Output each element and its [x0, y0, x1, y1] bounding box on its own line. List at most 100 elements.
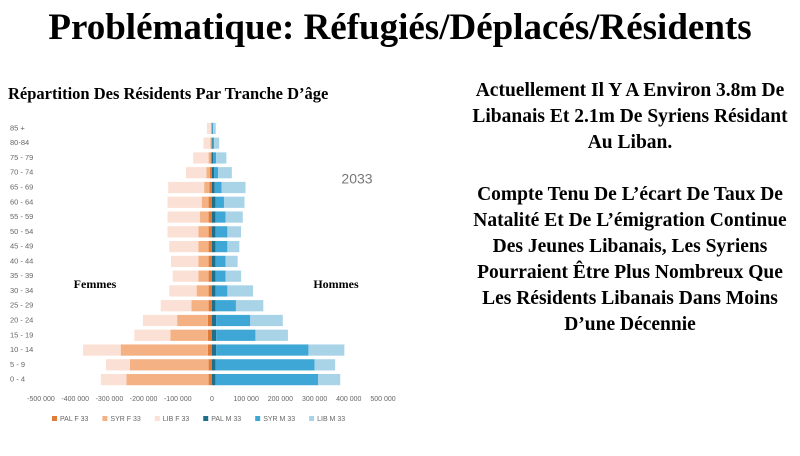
bar-segment	[83, 344, 121, 356]
legend-label: PAL F 33	[60, 416, 89, 423]
legend-swatch	[255, 416, 261, 421]
bar-segment	[169, 285, 197, 297]
bar-segment	[214, 137, 220, 149]
bar-segment	[172, 270, 199, 282]
bar-segment	[198, 226, 209, 238]
bar-segment	[212, 300, 216, 312]
bar-segment	[216, 152, 227, 164]
bar-segment	[198, 270, 209, 282]
bar-segment	[212, 314, 217, 327]
bar-segment	[215, 196, 224, 208]
bar-segment	[100, 373, 127, 386]
y-tick-label: 10 - 14	[10, 345, 33, 354]
x-tick-label: 200 000	[268, 396, 293, 403]
bar-segment	[225, 270, 242, 282]
bar-segment	[168, 181, 205, 194]
legend-label: LIB F 33	[163, 416, 190, 423]
bar-segment	[208, 255, 212, 268]
bar-segment	[207, 314, 212, 327]
bar-segment	[126, 373, 209, 386]
y-tick-label: 20 - 24	[10, 315, 33, 324]
x-tick-label: 400 000	[336, 396, 361, 403]
bar-segment	[170, 255, 199, 268]
bar-segment	[207, 329, 212, 341]
x-tick-label: 300 000	[302, 396, 327, 403]
bar-segment	[206, 167, 210, 179]
bar-segment	[212, 359, 216, 371]
y-tick-label: 30 - 34	[10, 286, 33, 295]
bar-segment	[215, 373, 319, 386]
bar-segment	[212, 329, 217, 341]
bar-segment	[167, 196, 202, 208]
bar-segment	[212, 270, 216, 282]
bar-segment	[227, 285, 254, 297]
bar-segment	[208, 196, 212, 208]
bar-segment	[212, 181, 215, 194]
bar-segment	[167, 226, 199, 238]
bar-segment	[120, 344, 208, 356]
bar-segment	[225, 211, 243, 223]
bar-segment	[318, 373, 341, 386]
bar-segment	[208, 152, 211, 164]
bar-segment	[193, 152, 209, 164]
x-tick-label: -400 000	[61, 396, 89, 403]
bar-segment	[186, 167, 207, 179]
legend-swatch	[102, 416, 108, 421]
bar-segment	[250, 314, 283, 327]
bar-segment	[129, 359, 209, 371]
bar-segment	[314, 359, 336, 371]
bar-segment	[134, 329, 171, 341]
y-tick-label: 65 - 69	[10, 182, 33, 191]
y-tick-label: 50 - 54	[10, 227, 33, 236]
bar-segment	[198, 255, 209, 268]
x-tick-label: 100 000	[234, 396, 259, 403]
bar-segment	[177, 314, 208, 327]
bar-segment	[208, 270, 212, 282]
bar-segment	[212, 122, 214, 135]
legend-label: LIB M 33	[317, 416, 345, 423]
bar-segment	[201, 196, 209, 208]
bar-segment	[208, 300, 212, 312]
bar-segment	[196, 285, 209, 297]
bar-segment	[255, 329, 288, 341]
y-tick-label: 80-84	[10, 138, 29, 147]
y-tick-label: 25 - 29	[10, 301, 33, 310]
bar-segment	[212, 344, 217, 356]
y-tick-label: 45 - 49	[10, 242, 33, 251]
annotation: Hommes	[313, 277, 359, 291]
bar-segment	[308, 344, 345, 356]
bar-segment	[210, 152, 212, 164]
x-tick-label: -300 000	[96, 396, 124, 403]
bar-segment	[208, 226, 212, 238]
bar-segment	[212, 240, 216, 253]
bar-segment	[227, 226, 242, 238]
bar-segment	[211, 137, 212, 149]
bar-segment	[221, 181, 246, 194]
y-tick-label: 55 - 59	[10, 212, 33, 221]
bar-segment	[170, 329, 208, 341]
bar-segment	[212, 137, 215, 149]
bar-segment	[216, 344, 309, 356]
legend-label: SYR F 33	[110, 416, 140, 423]
legend-swatch	[203, 416, 209, 421]
legend-swatch	[154, 416, 160, 421]
bar-segment	[105, 359, 130, 371]
bar-segment	[208, 359, 212, 371]
bar-segment	[212, 373, 216, 386]
side-text: Actuellement Il Y A Environ 3.8m De Liba…	[470, 78, 790, 364]
bar-segment	[160, 300, 192, 312]
bar-segment	[209, 181, 212, 194]
annotation: Femmes	[74, 277, 117, 291]
bar-segment	[215, 255, 226, 268]
bar-segment	[212, 167, 215, 179]
y-tick-label: 15 - 19	[10, 330, 33, 339]
bar-segment	[213, 122, 216, 135]
bar-segment	[191, 300, 209, 312]
bar-segment	[215, 300, 236, 312]
legend-swatch	[52, 416, 57, 421]
bar-segment	[216, 314, 251, 327]
legend-label: PAL M 33	[211, 416, 241, 423]
bar-segment	[208, 211, 212, 223]
